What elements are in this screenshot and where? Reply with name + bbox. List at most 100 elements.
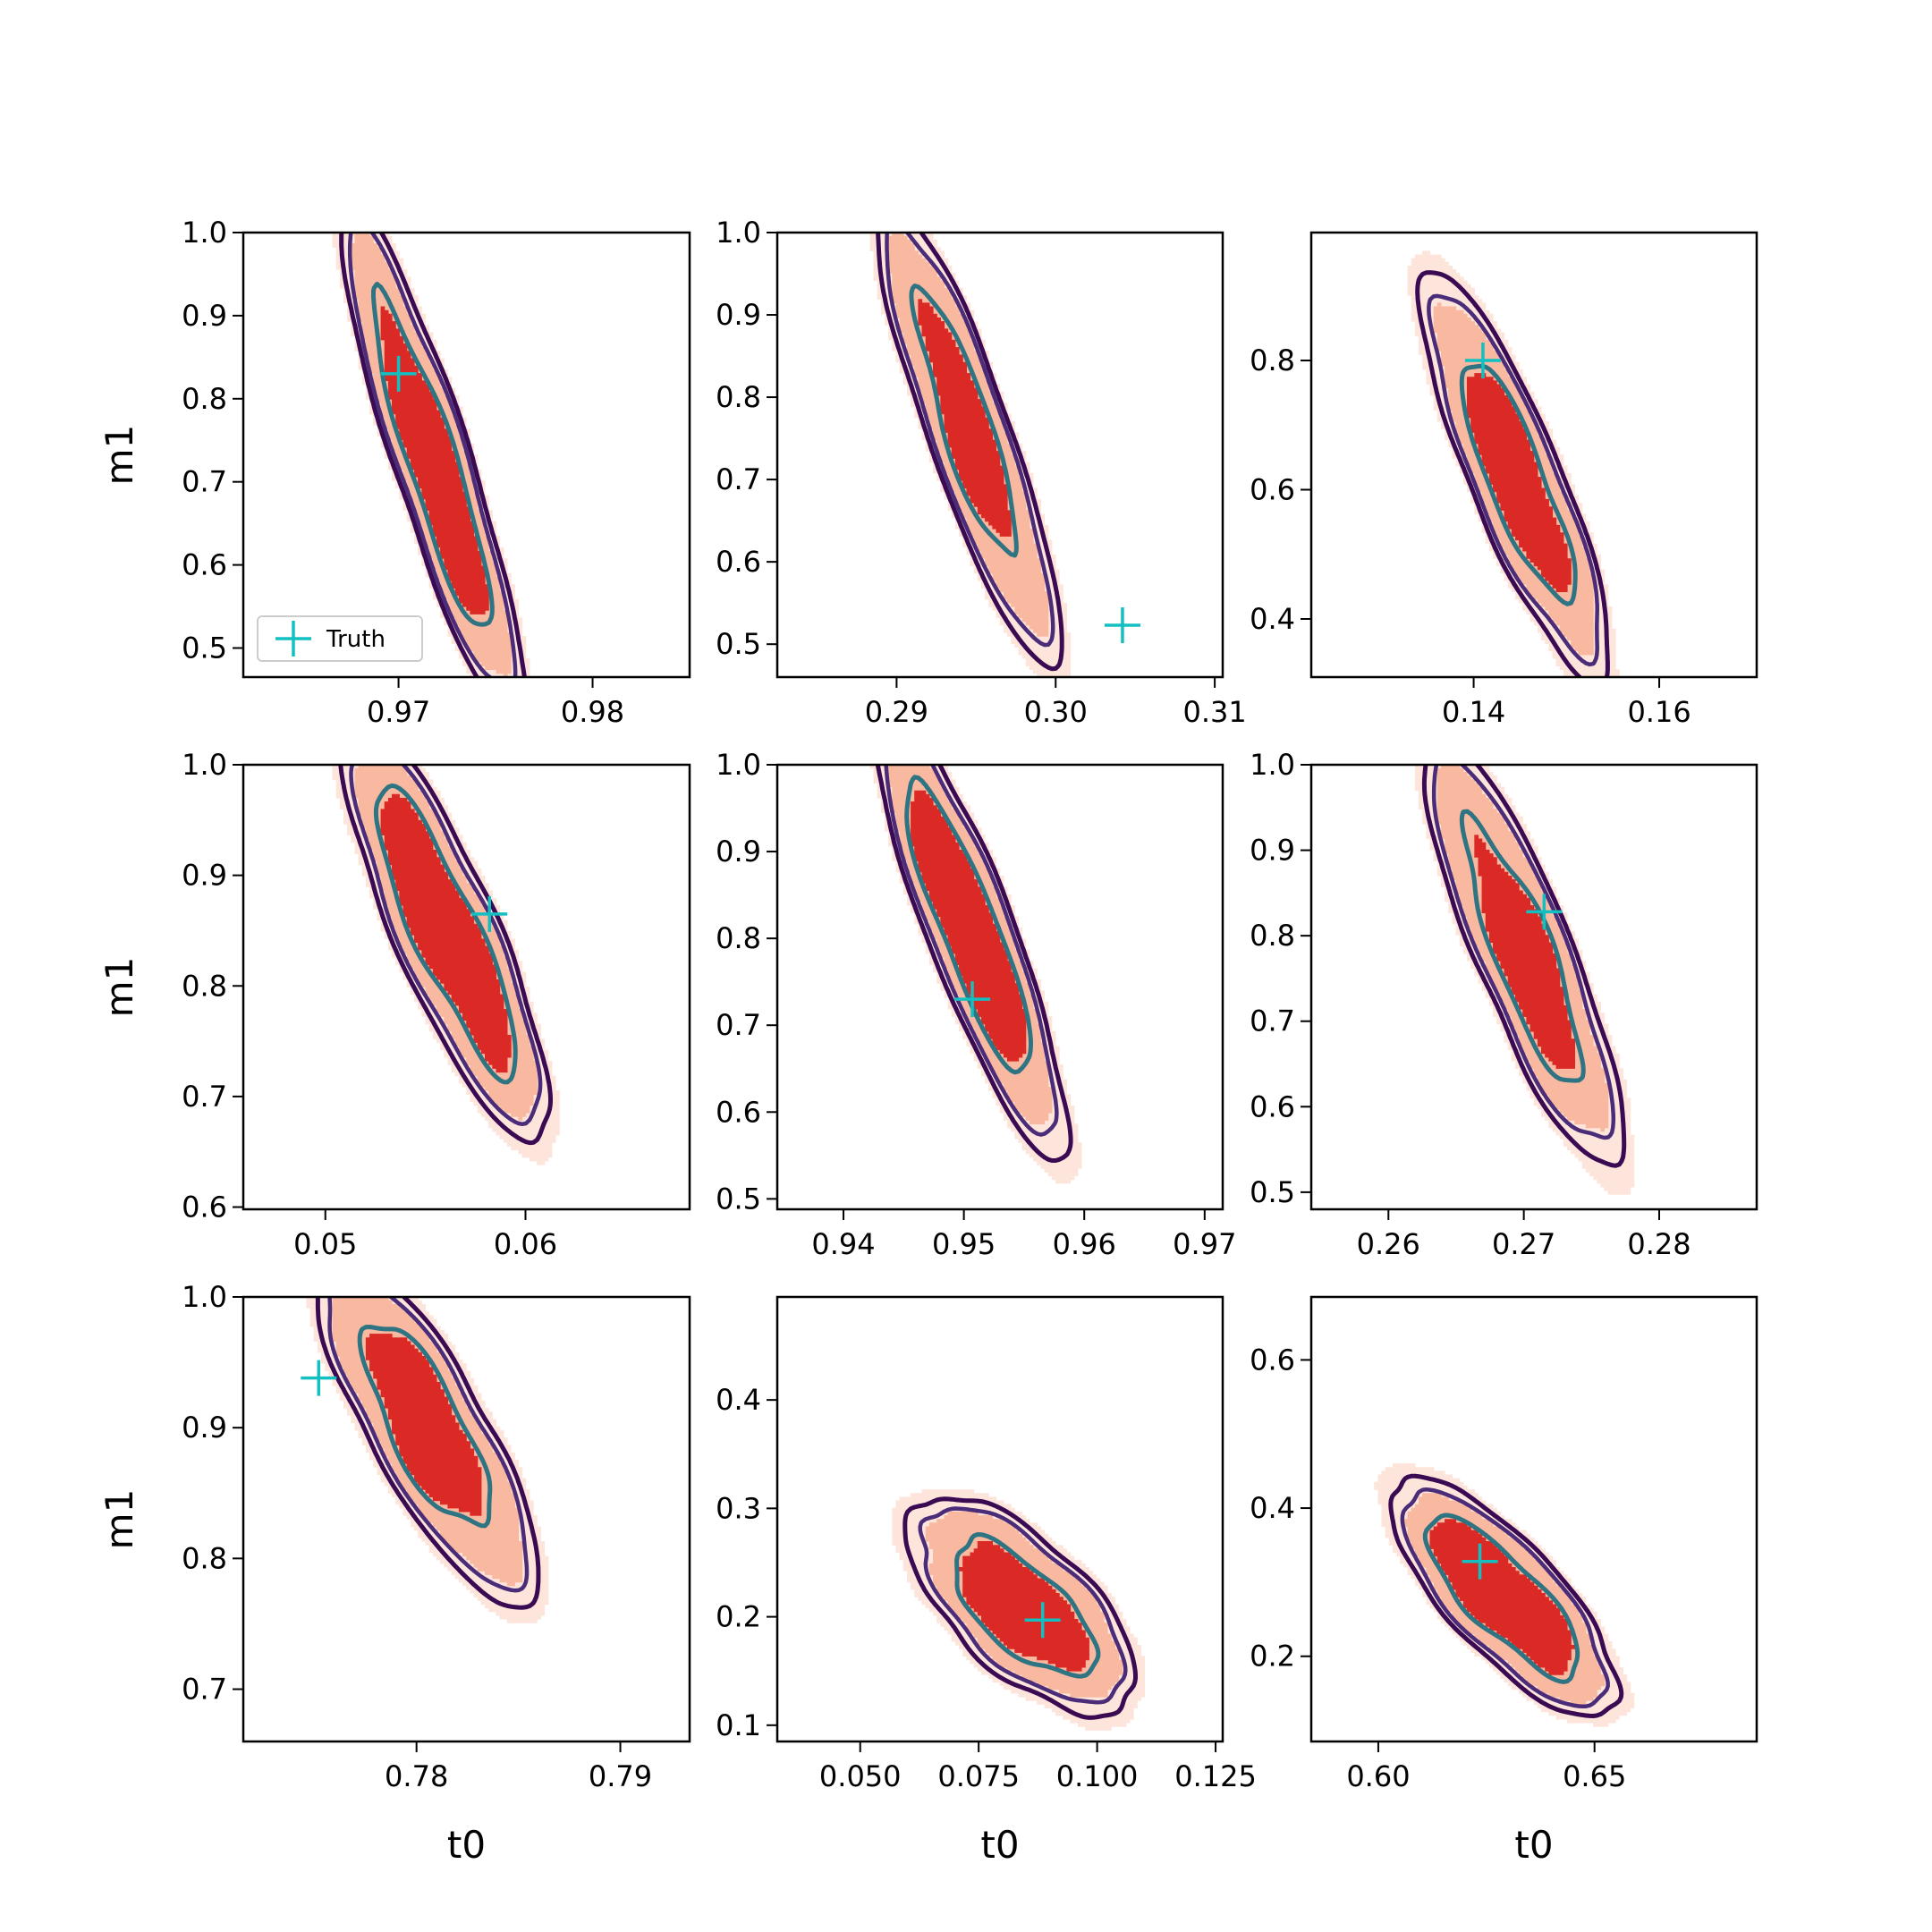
- x-tick-label: 0.31: [1182, 695, 1246, 729]
- y-tick-label: 0.4: [716, 1383, 761, 1417]
- y-tick-label: 0.5: [1250, 1175, 1295, 1209]
- y-tick-label: 0.7: [182, 465, 227, 499]
- x-axis-label: t0: [447, 1823, 486, 1867]
- density-fill-inner: [365, 1334, 482, 1516]
- y-axis-label: m1: [97, 957, 141, 1018]
- y-tick-label: 0.7: [182, 1080, 227, 1114]
- y-tick-label: 1.0: [1250, 748, 1295, 782]
- x-tick-label: 0.28: [1627, 1227, 1690, 1261]
- x-tick-label: 0.16: [1627, 695, 1690, 729]
- x-tick-label: 0.78: [385, 1759, 448, 1793]
- y-tick-label: 0.6: [1250, 1089, 1295, 1123]
- truth-marker: [380, 355, 417, 392]
- panel-1: 0.97 0.98 0.5 0.6 0.7 0.8 0.9 1.0 m1 Truth: [97, 216, 691, 729]
- panel-8: 0.050 0.075 0.100 0.125 0.1 0.2 0.3 0.4 t0: [716, 1295, 1257, 1867]
- y-tick-label: 0.8: [716, 380, 761, 414]
- legend-label: Truth: [326, 626, 386, 653]
- y-tick-label: 0.8: [182, 1541, 227, 1575]
- contour-line-inner: [371, 282, 495, 627]
- y-tick-label: 0.9: [1250, 834, 1295, 868]
- y-axis-label: m1: [97, 425, 141, 486]
- contour-line-outer: [1421, 765, 1627, 1168]
- panel-9: 0.60 0.65 0.2 0.4 0.6 t0: [1250, 1295, 1758, 1867]
- y-tick-label: 1.0: [182, 748, 227, 782]
- x-tick-label: 0.94: [811, 1227, 875, 1261]
- contour-line-outer: [1415, 270, 1610, 677]
- y-tick-label: 0.5: [182, 631, 227, 665]
- y-tick-label: 0.6: [1250, 1343, 1295, 1377]
- x-axis-label: t0: [1514, 1823, 1553, 1867]
- x-tick-label: 0.30: [1024, 695, 1088, 729]
- y-tick-label: 0.8: [182, 969, 227, 1003]
- truth-marker: [1104, 607, 1140, 644]
- y-tick-label: 0.8: [1250, 343, 1295, 377]
- truth-marker: [1464, 343, 1501, 379]
- x-tick-label: 0.98: [561, 695, 624, 729]
- y-tick-label: 0.9: [182, 299, 227, 333]
- y-tick-label: 1.0: [716, 216, 761, 250]
- panel-3: 0.14 0.16 0.4 0.6 0.8: [1250, 231, 1758, 729]
- x-tick-label: 0.075: [937, 1759, 1020, 1793]
- contour-line-outer: [876, 233, 1064, 672]
- x-tick-label: 0.06: [494, 1227, 557, 1261]
- contour-line-outer: [902, 1496, 1138, 1720]
- x-tick-label: 0.125: [1174, 1759, 1257, 1793]
- axes-frame: [775, 231, 1224, 679]
- y-tick-label: 0.9: [182, 1411, 227, 1445]
- y-tick-label: 0.2: [716, 1600, 761, 1634]
- contour-line-outer: [338, 765, 553, 1146]
- panel-6: 0.26 0.27 0.28 0.5 0.6 0.7 0.8 0.9 1.0: [1250, 748, 1758, 1261]
- axes-frame: [1309, 231, 1758, 679]
- x-tick-label: 0.27: [1492, 1227, 1555, 1261]
- y-tick-label: 0.3: [716, 1491, 761, 1525]
- x-tick-label: 0.96: [1053, 1227, 1116, 1261]
- y-tick-label: 0.5: [716, 1182, 761, 1216]
- axes-frame: [775, 763, 1224, 1211]
- contour-line-mid: [1400, 1487, 1610, 1709]
- density-fill-inner: [1429, 1519, 1575, 1675]
- x-axis-label: t0: [980, 1823, 1019, 1867]
- legend-plus-marker: [275, 621, 311, 657]
- axes-frame: [1309, 1295, 1758, 1743]
- contour-line-mid: [349, 765, 543, 1127]
- y-tick-label: 1.0: [182, 1280, 227, 1314]
- contour-line-outer: [339, 233, 527, 677]
- y-tick-label: 0.6: [182, 548, 227, 582]
- contour-line-inner: [904, 775, 1033, 1075]
- x-tick-label: 0.97: [367, 695, 430, 729]
- y-tick-label: 0.2: [1250, 1640, 1295, 1674]
- y-tick-label: 0.9: [716, 298, 761, 332]
- y-tick-label: 0.7: [716, 1008, 761, 1042]
- axes-frame: [775, 1295, 1224, 1743]
- y-tick-label: 0.4: [1250, 602, 1295, 636]
- x-tick-label: 0.97: [1173, 1227, 1236, 1261]
- y-tick-label: 0.6: [182, 1191, 227, 1224]
- y-tick-label: 0.5: [716, 627, 761, 661]
- contour-line-inner: [909, 284, 1019, 558]
- y-tick-label: 1.0: [716, 748, 761, 782]
- x-tick-label: 0.29: [865, 695, 928, 729]
- axes-frame: [242, 763, 691, 1211]
- y-tick-label: 0.4: [1250, 1491, 1295, 1525]
- contour-line-mid: [327, 1297, 530, 1593]
- y-tick-label: 0.7: [716, 462, 761, 496]
- truth-marker: [301, 1360, 337, 1396]
- truth-marker: [1024, 1602, 1061, 1639]
- y-tick-label: 0.6: [716, 1095, 761, 1129]
- axes-frame: [242, 1295, 691, 1743]
- x-tick-label: 0.100: [1056, 1759, 1139, 1793]
- contour-line-inner: [1422, 1513, 1580, 1684]
- panel-4: 0.05 0.06 0.6 0.7 0.8 0.9 1.0 m1: [97, 748, 691, 1261]
- x-tick-label: 0.05: [293, 1227, 357, 1261]
- contour-line-mid: [1427, 293, 1599, 667]
- y-tick-label: 0.7: [182, 1673, 227, 1707]
- contour-line-inner: [357, 1325, 493, 1529]
- y-tick-label: 0.6: [1250, 473, 1295, 507]
- y-tick-label: 0.8: [716, 921, 761, 955]
- panel-2: 0.29 0.30 0.31 0.5 0.6 0.7 0.8 0.9 1.0: [716, 216, 1247, 729]
- contour-line-outer: [875, 765, 1073, 1163]
- truth-marker: [1462, 1543, 1498, 1580]
- x-tick-label: 0.60: [1346, 1759, 1410, 1793]
- axes-frame: [1309, 763, 1758, 1211]
